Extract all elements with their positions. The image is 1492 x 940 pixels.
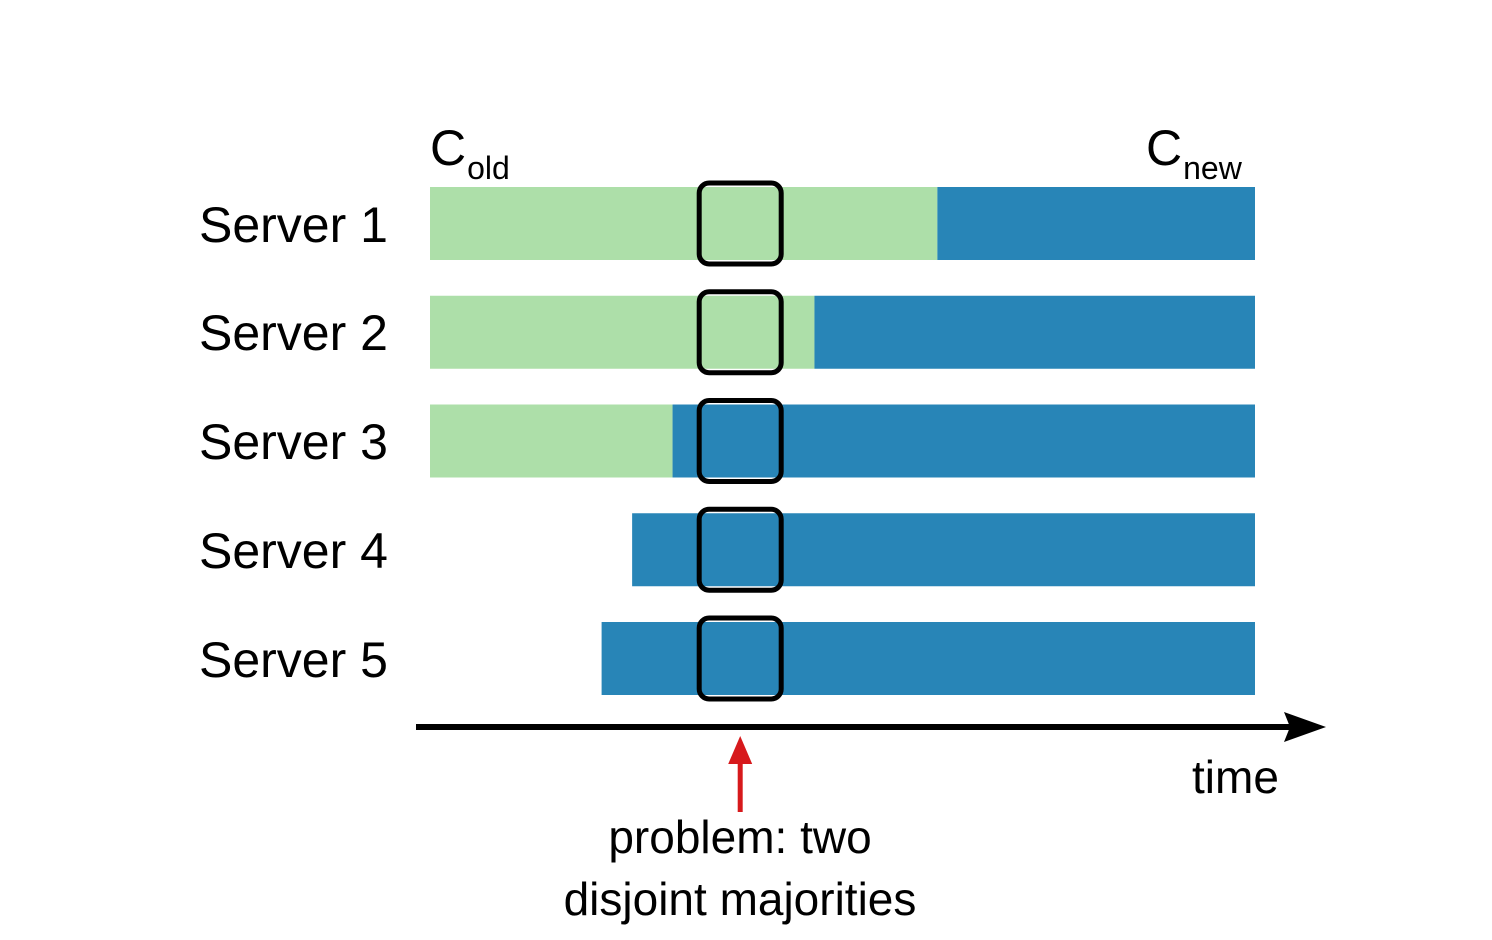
server-3-old-config-bar: [430, 404, 673, 478]
config-new-subscript: new: [1183, 150, 1242, 186]
annotation-arrowhead: [728, 736, 753, 764]
server-1-highlight-box: [696, 180, 784, 267]
server-4-new-config-bar: [632, 513, 1255, 587]
server-label-5: Server 5: [199, 632, 388, 688]
server-5-new-config-bar: [601, 622, 1255, 695]
server-1-old-config-bar: [430, 187, 938, 260]
problem-annotation-line-2: disjoint majorities: [563, 873, 917, 925]
server-3-highlight-box: [696, 398, 784, 484]
server-5-highlight-box: [696, 615, 784, 702]
config-old-subscript: old: [467, 150, 510, 186]
server-2-highlight-box: [696, 289, 784, 376]
server-2-new-config-bar: [814, 295, 1255, 369]
server-label-4: Server 4: [199, 523, 388, 579]
server-4-highlight-box: [696, 506, 784, 593]
config-new-main: C: [1146, 120, 1183, 176]
server-label-3: Server 3: [199, 414, 388, 470]
config-old-label: Cold: [430, 120, 510, 186]
config-old-main: C: [430, 120, 467, 176]
problem-annotation-line-1: problem: two: [608, 811, 872, 863]
time-axis-label: time: [1192, 751, 1279, 803]
config-new-label: Cnew: [1146, 120, 1242, 186]
problem-annotation: problem: two disjoint majorities: [480, 806, 1000, 930]
annotation-arrow: [728, 736, 753, 812]
server-2-old-config-bar: [430, 295, 815, 369]
server-label-1: Server 1: [199, 197, 388, 253]
time-axis-arrowhead: [1284, 712, 1326, 742]
server-1-new-config-bar: [937, 187, 1255, 260]
server-timelines: [430, 187, 1255, 695]
server-3-new-config-bar: [672, 404, 1255, 478]
time-axis: [416, 712, 1326, 742]
highlight-boxes: [696, 180, 784, 702]
server-label-2: Server 2: [199, 305, 388, 361]
